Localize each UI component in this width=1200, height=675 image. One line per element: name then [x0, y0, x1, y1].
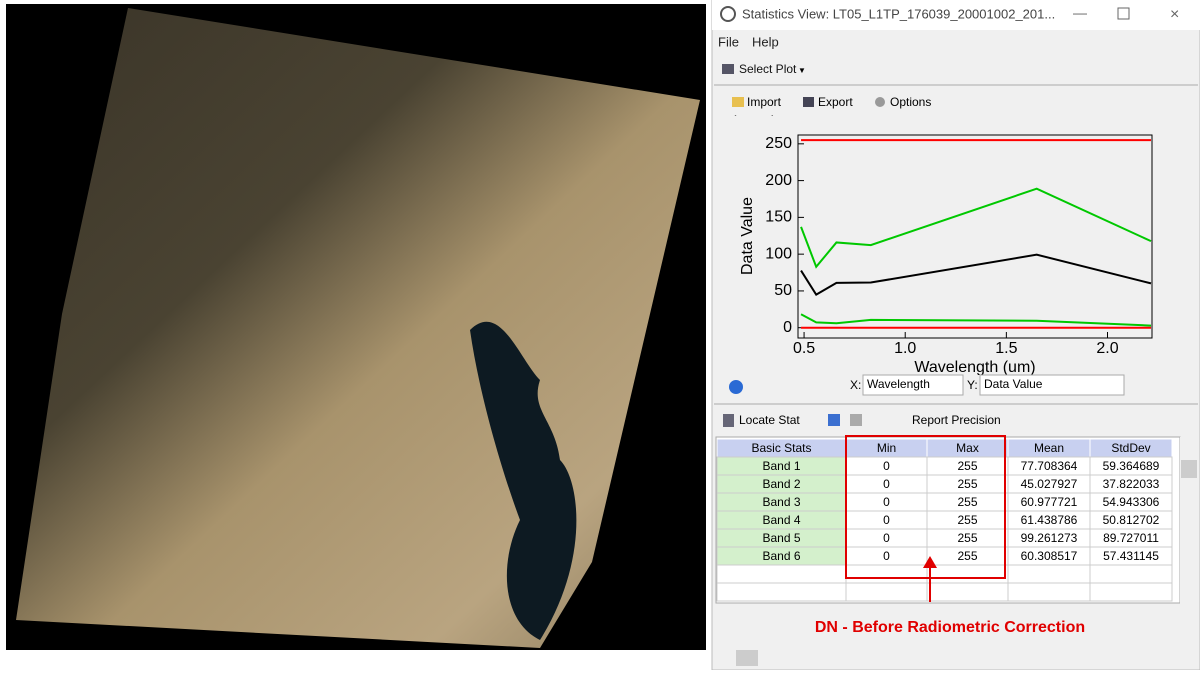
cell-text: 255: [957, 495, 977, 509]
cell-text: 0: [883, 531, 890, 545]
scroll-thumb[interactable]: [1181, 460, 1197, 478]
cell-text: 255: [957, 531, 977, 545]
icon: [803, 97, 814, 107]
y-tick-label: 150: [765, 209, 792, 226]
cell-text: 89.727011: [1103, 531, 1159, 545]
menu-item[interactable]: Help: [752, 34, 779, 49]
cell: [846, 583, 927, 601]
plot-area: [798, 135, 1152, 338]
cell-text: 50.812702: [1103, 513, 1160, 527]
icon[interactable]: [828, 414, 840, 426]
options-button[interactable]: Options: [890, 95, 931, 109]
x-prefix: X:: [850, 378, 861, 392]
y-tick-label: 50: [774, 282, 792, 299]
cell-text: 37.822033: [1103, 477, 1160, 491]
app-icon: [721, 7, 735, 21]
cell-text: 59.364689: [1103, 459, 1160, 473]
cell-text: 0: [883, 477, 890, 491]
cell: [717, 565, 846, 583]
x-tick-label: 2.0: [1096, 340, 1118, 357]
x-tick-label: 0.5: [793, 340, 815, 357]
y-prefix: Y:: [967, 378, 978, 392]
cell-text: 255: [957, 513, 977, 527]
cell-text: 255: [957, 459, 977, 473]
cell-text: Band 4: [762, 513, 800, 527]
h-scrollbar[interactable]: [714, 648, 1180, 668]
scroll-thumb[interactable]: [736, 650, 758, 666]
header-text: Mean: [1034, 441, 1064, 455]
help-icon[interactable]: [729, 380, 743, 394]
cell-text: Band 3: [762, 495, 800, 509]
close[interactable]: ×: [1170, 6, 1179, 23]
cell: [1008, 583, 1090, 601]
cell-text: 99.261273: [1021, 531, 1078, 545]
cell-text: 60.977721: [1021, 495, 1078, 509]
screen: Statistics View: LT05_L1TP_176039_200010…: [0, 0, 1200, 670]
icon: [723, 414, 734, 427]
y-axis-label: Data Value: [739, 197, 756, 275]
cell-text: 57.431145: [1103, 549, 1159, 563]
x-tick-label: 1.0: [894, 340, 916, 357]
header-text: StdDev: [1111, 441, 1150, 455]
import-button[interactable]: Import: [747, 95, 782, 109]
y-tick-label: 250: [765, 135, 792, 152]
header-text: Max: [956, 441, 979, 455]
cell-text: 0: [883, 495, 890, 509]
report-precision[interactable]: Report Precision: [912, 413, 1001, 427]
dropdown-arrow: ▼: [798, 66, 806, 75]
icon[interactable]: [850, 414, 862, 426]
cell: [1090, 565, 1172, 583]
cell-text: 45.027927: [1021, 477, 1078, 491]
x-axis-label: Wavelength (um): [914, 359, 1035, 376]
cell-text: 0: [883, 459, 890, 473]
cell-text: 54.943306: [1103, 495, 1160, 509]
cell: [717, 583, 846, 601]
locate-stat[interactable]: Locate Stat: [739, 413, 800, 427]
cell-text: Band 5: [762, 531, 800, 545]
cell: [1090, 583, 1172, 601]
annotation: DN - Before Radiometric Correction: [815, 619, 1085, 636]
menu-item[interactable]: File: [718, 34, 739, 49]
cell-text: 255: [957, 477, 977, 491]
cell-text: Band 6: [762, 549, 800, 563]
header-text: Basic Stats: [751, 441, 811, 455]
x-select-value: Wavelength: [867, 377, 930, 391]
select-plot[interactable]: Select Plot: [739, 62, 797, 76]
export-button[interactable]: Export: [818, 95, 853, 109]
cell: [927, 583, 1008, 601]
cell-text: 60.308517: [1021, 549, 1078, 563]
y-select-value: Data Value: [984, 377, 1043, 391]
icon: [875, 97, 885, 107]
cell: [846, 565, 927, 583]
minimize[interactable]: —: [1073, 5, 1087, 21]
page: Statistics View: LT05_L1TP_176039_200010…: [0, 0, 1200, 670]
cell-text: 61.438786: [1021, 513, 1078, 527]
cell-text: Band 2: [762, 477, 800, 491]
y-tick-label: 200: [765, 172, 792, 189]
icon: [722, 64, 734, 74]
cell: [1008, 565, 1090, 583]
cell: [927, 565, 1008, 583]
cell-text: Band 1: [762, 459, 800, 473]
header-text: Min: [877, 441, 896, 455]
cell-text: 255: [957, 549, 977, 563]
window-title: Statistics View: LT05_L1TP_176039_200010…: [742, 6, 1055, 21]
cell-text: 77.708364: [1021, 459, 1078, 473]
cell-text: 0: [883, 549, 890, 563]
icon: [732, 97, 744, 107]
y-tick-label: 0: [783, 319, 792, 336]
cell-text: 0: [883, 513, 890, 527]
x-tick-label: 1.5: [995, 340, 1017, 357]
y-tick-label: 100: [765, 245, 792, 262]
